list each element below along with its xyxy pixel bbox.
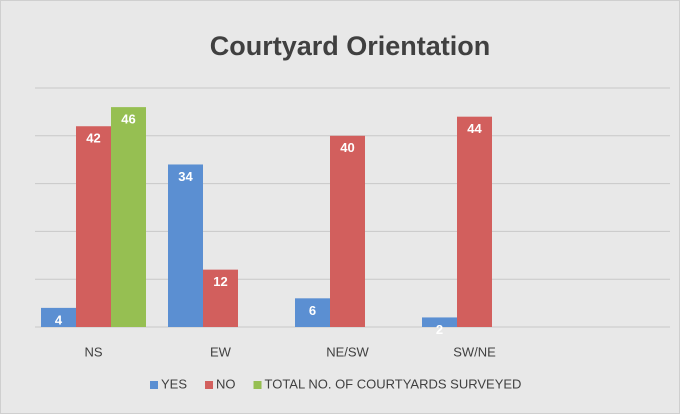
bar bbox=[168, 164, 203, 327]
data-label: 4 bbox=[55, 312, 63, 327]
data-label: 12 bbox=[213, 274, 227, 289]
data-label: 44 bbox=[467, 121, 482, 136]
data-label: 46 bbox=[121, 112, 135, 127]
bar bbox=[422, 317, 457, 327]
x-tick-label: NE/SW bbox=[326, 344, 369, 359]
legend-label: NO bbox=[216, 376, 236, 391]
legend-swatch bbox=[150, 381, 158, 389]
bar bbox=[330, 135, 365, 327]
bar bbox=[203, 269, 238, 327]
data-label: 2 bbox=[436, 322, 443, 337]
data-label: 34 bbox=[178, 169, 193, 184]
legend-label: TOTAL NO. OF COURTYARDS SURVEYED bbox=[265, 376, 522, 391]
bar bbox=[295, 298, 330, 327]
legend-label: YES bbox=[161, 376, 187, 391]
data-label: 42 bbox=[86, 131, 100, 146]
data-label: 40 bbox=[340, 140, 354, 155]
data-label: 6 bbox=[309, 303, 316, 318]
bar bbox=[111, 107, 146, 328]
chart-title: Courtyard Orientation bbox=[210, 31, 491, 61]
bar bbox=[457, 116, 492, 328]
bar bbox=[76, 126, 111, 328]
legend-swatch bbox=[205, 381, 214, 389]
bar bbox=[41, 307, 76, 327]
x-tick-label: NS bbox=[84, 344, 102, 359]
legend-swatch bbox=[253, 381, 262, 389]
x-tick-label: EW bbox=[210, 344, 232, 359]
x-tick-label: SW/NE bbox=[453, 344, 496, 359]
